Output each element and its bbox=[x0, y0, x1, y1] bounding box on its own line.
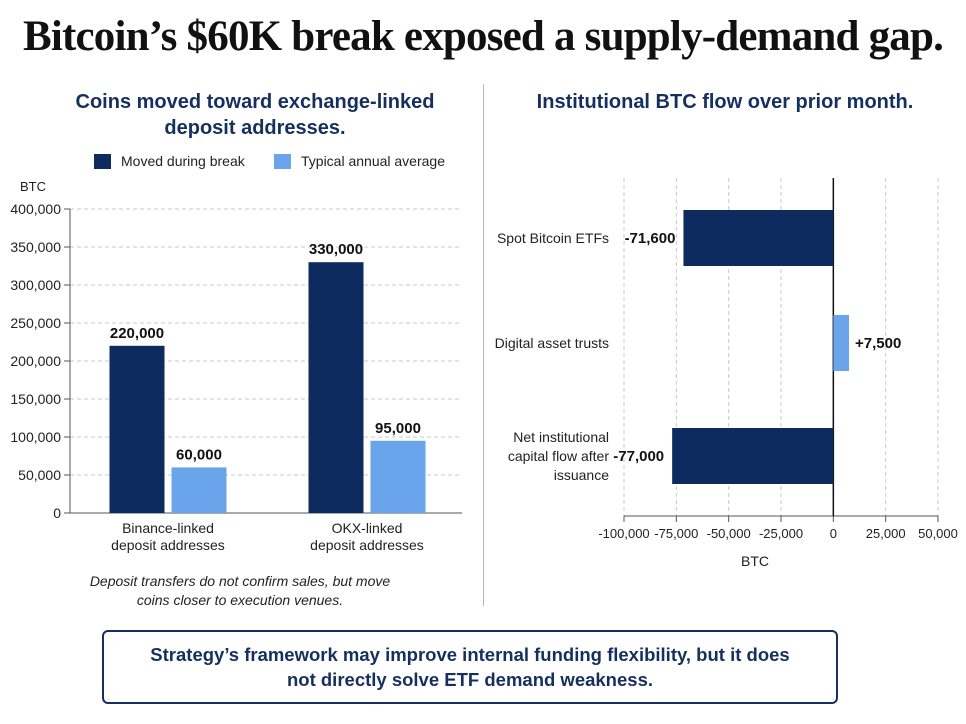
y-tick-label: 150,000 bbox=[10, 391, 61, 407]
x-category-label: deposit addresses bbox=[310, 537, 424, 553]
panel-divider bbox=[483, 84, 484, 606]
y-tick-label: 350,000 bbox=[10, 239, 61, 255]
y-category-label: capital flow after bbox=[508, 448, 609, 464]
y-tick-label: 100,000 bbox=[10, 429, 61, 445]
legend-item-typical-annual-average: Typical annual average bbox=[274, 151, 445, 171]
y-tick-label: 0 bbox=[53, 505, 61, 521]
y-tick-label: 250,000 bbox=[10, 315, 61, 331]
x-axis-title: BTC bbox=[741, 553, 769, 569]
left-title-line-2: deposit addresses. bbox=[164, 117, 346, 139]
y-tick-label: 300,000 bbox=[10, 277, 61, 293]
footnote: Deposit transfers do not confirm sales, … bbox=[40, 572, 440, 610]
takeaway-callout: Strategy’s framework may improve interna… bbox=[102, 630, 838, 704]
x-tick-label: 0 bbox=[830, 526, 837, 541]
legend-label-moved-during-break: Moved during break bbox=[121, 153, 245, 169]
y-category-label: issuance bbox=[554, 467, 609, 483]
bar-value-label: +7,500 bbox=[855, 335, 901, 352]
x-category-label: Binance-linked bbox=[122, 520, 214, 536]
x-category-label: OKX-linked bbox=[332, 520, 403, 536]
x-tick-label: 25,000 bbox=[866, 526, 906, 541]
bar-value-label: 330,000 bbox=[309, 241, 363, 258]
x-tick-label: -25,000 bbox=[759, 526, 803, 541]
right-chart-title: Institutional BTC flow over prior month. bbox=[536, 91, 914, 113]
left-title-line-1: Coins moved toward exchange-linked bbox=[75, 91, 435, 113]
y-category-label: Digital asset trusts bbox=[495, 335, 609, 351]
bar bbox=[683, 210, 834, 266]
takeaway-text: Strategy’s framework may improve interna… bbox=[150, 644, 790, 690]
y-category-label: Spot Bitcoin ETFs bbox=[497, 230, 609, 246]
bar bbox=[109, 345, 165, 513]
bar bbox=[672, 428, 834, 484]
bar-value-label: 220,000 bbox=[110, 325, 164, 342]
bar-value-label: 95,000 bbox=[375, 420, 421, 437]
legend-swatch-light bbox=[274, 153, 291, 169]
y-tick-label: 400,000 bbox=[10, 201, 61, 217]
footnote-line-2: coins closer to execution venues. bbox=[136, 592, 344, 608]
left-chart-title: Coins moved toward exchange-linked depos… bbox=[40, 89, 470, 141]
x-tick-label: -100,000 bbox=[598, 526, 649, 541]
x-category-label: deposit addresses bbox=[111, 537, 225, 553]
bar bbox=[308, 262, 364, 513]
bar-value-label: 60,000 bbox=[176, 446, 222, 463]
x-tick-label: -50,000 bbox=[707, 526, 751, 541]
bar-value-label: -77,000 bbox=[613, 448, 664, 465]
x-tick-label: -75,000 bbox=[654, 526, 698, 541]
bar bbox=[833, 315, 850, 371]
headline: Bitcoin’s $60K break exposed a supply-de… bbox=[22, 13, 944, 60]
legend-label-typical-annual-average: Typical annual average bbox=[301, 153, 445, 169]
y-category-label: Net institutional bbox=[513, 429, 609, 445]
left-y-axis-unit: BTC bbox=[20, 179, 46, 194]
y-tick-label: 200,000 bbox=[10, 353, 61, 369]
bar-value-label: -71,600 bbox=[625, 230, 676, 247]
footnote-line-1: Deposit transfers do not confirm sales, … bbox=[89, 573, 391, 589]
x-tick-label: 50,000 bbox=[918, 526, 958, 541]
legend-item-moved-during-break: Moved during break bbox=[94, 151, 245, 171]
legend-swatch-dark bbox=[94, 153, 111, 169]
bar bbox=[370, 440, 426, 513]
bar bbox=[171, 467, 227, 513]
y-tick-label: 50,000 bbox=[18, 467, 61, 483]
